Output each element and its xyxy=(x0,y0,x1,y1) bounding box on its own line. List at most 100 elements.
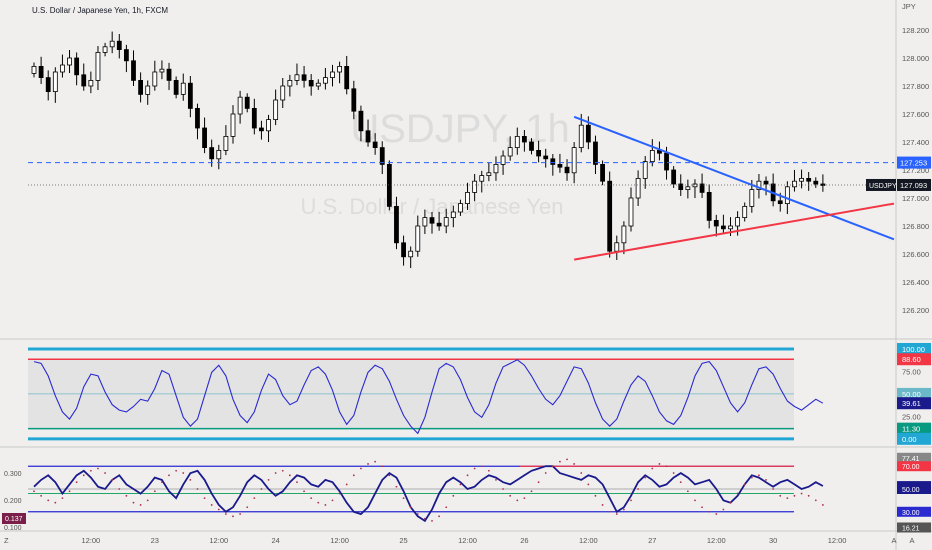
osc2-dot xyxy=(89,469,92,472)
osc2-dot xyxy=(736,492,739,495)
candle xyxy=(187,76,193,118)
candle-body xyxy=(713,219,719,227)
candle-body xyxy=(749,189,755,207)
osc2-value-badge xyxy=(897,452,931,463)
osc2-dot xyxy=(722,508,725,511)
osc2-dot xyxy=(772,488,775,490)
time-tick-label: 12:00 xyxy=(828,536,847,545)
candle xyxy=(180,73,186,101)
price-tick-label: 126.600 xyxy=(902,250,929,259)
osc2-level-label: 16.21 xyxy=(902,525,920,532)
osc2-dot xyxy=(203,497,206,500)
osc2-value-badge xyxy=(897,484,931,494)
osc2-dot xyxy=(566,458,568,461)
osc2-dot xyxy=(793,494,796,497)
osc2-dot xyxy=(310,497,313,500)
candle-body xyxy=(45,77,51,92)
candle xyxy=(813,177,819,188)
candle xyxy=(465,182,470,210)
candle-body xyxy=(415,225,421,252)
osc2-left-badge xyxy=(2,513,26,524)
osc2-dot xyxy=(232,515,234,518)
osc2-dot xyxy=(296,481,298,484)
candle-body xyxy=(706,191,712,221)
time-axis-right-marker: A xyxy=(909,536,914,545)
candle xyxy=(315,79,321,90)
osc2-dot xyxy=(388,474,391,477)
osc2-dot xyxy=(800,492,803,495)
osc2-dot xyxy=(743,483,746,486)
osc2-dot xyxy=(487,469,490,472)
candle-body xyxy=(315,82,321,87)
candle-body xyxy=(557,163,563,168)
candle xyxy=(521,130,527,152)
osc2-dot xyxy=(544,472,547,474)
trendline-upper xyxy=(573,115,895,241)
osc2-level-label: 77.41 xyxy=(902,456,920,463)
osc1-value-badge xyxy=(897,342,931,355)
osc2-dot xyxy=(111,478,114,481)
level-price-label: 127.253 xyxy=(900,159,927,168)
osc2-dot xyxy=(217,508,220,511)
candle xyxy=(138,72,144,103)
price-tick-label: 126.200 xyxy=(902,306,929,315)
candle-body xyxy=(195,108,200,129)
osc2-dot xyxy=(139,504,142,506)
candle xyxy=(564,159,570,181)
osc1-level-label: 25.00 xyxy=(902,412,921,421)
osc2-dot xyxy=(409,506,412,509)
candle-body xyxy=(529,141,534,151)
candle xyxy=(514,127,520,155)
candle-body xyxy=(443,217,449,227)
candle-body xyxy=(251,108,257,129)
price-tick-label: 127.800 xyxy=(902,82,929,91)
osc2-dot xyxy=(260,488,263,490)
time-tick-label: 25 xyxy=(399,536,407,545)
candle xyxy=(500,150,506,175)
candle xyxy=(486,162,492,182)
osc2-dot xyxy=(104,472,106,474)
candle-body xyxy=(578,124,584,148)
osc2-dot xyxy=(786,497,789,500)
osc1-level-label: 0.00 xyxy=(902,435,917,444)
osc2-dot xyxy=(97,467,99,470)
time-tick-label: 12:00 xyxy=(330,536,349,545)
candle-body xyxy=(493,163,499,174)
candle xyxy=(159,60,165,80)
candle-body xyxy=(543,155,549,160)
candle xyxy=(259,120,264,140)
osc2-dot xyxy=(658,463,661,465)
candle-body xyxy=(507,147,513,157)
candle xyxy=(685,179,691,199)
price-tick-label: 127.400 xyxy=(902,138,929,147)
candle xyxy=(507,136,513,161)
time-tick-label: 12:00 xyxy=(707,536,726,545)
osc2-dot xyxy=(239,513,242,515)
osc2-dot xyxy=(331,499,334,502)
osc2-dot xyxy=(686,490,689,493)
osc2-dot xyxy=(821,504,824,506)
candle xyxy=(628,187,634,232)
time-tick-label: 30 xyxy=(769,536,777,545)
osc2-dot xyxy=(615,513,618,515)
osc2-dot xyxy=(530,490,533,493)
candle xyxy=(266,114,271,143)
time-tick-label: 12:00 xyxy=(81,536,100,545)
candle-body xyxy=(564,166,570,174)
osc2-dot xyxy=(161,481,163,484)
candle-body xyxy=(187,82,193,109)
candle xyxy=(635,170,641,207)
time-tick-label: 12:00 xyxy=(209,536,228,545)
osc2-dot xyxy=(445,506,448,509)
price-tick-label: 126.800 xyxy=(902,222,929,231)
candle-body xyxy=(401,242,406,258)
osc2-value-badge xyxy=(897,506,931,517)
osc2-dot xyxy=(495,478,497,481)
candle xyxy=(109,31,115,54)
price-tick-label: 128.000 xyxy=(902,54,929,63)
candle-body xyxy=(237,96,243,115)
candle xyxy=(95,46,101,91)
candle xyxy=(472,174,478,202)
